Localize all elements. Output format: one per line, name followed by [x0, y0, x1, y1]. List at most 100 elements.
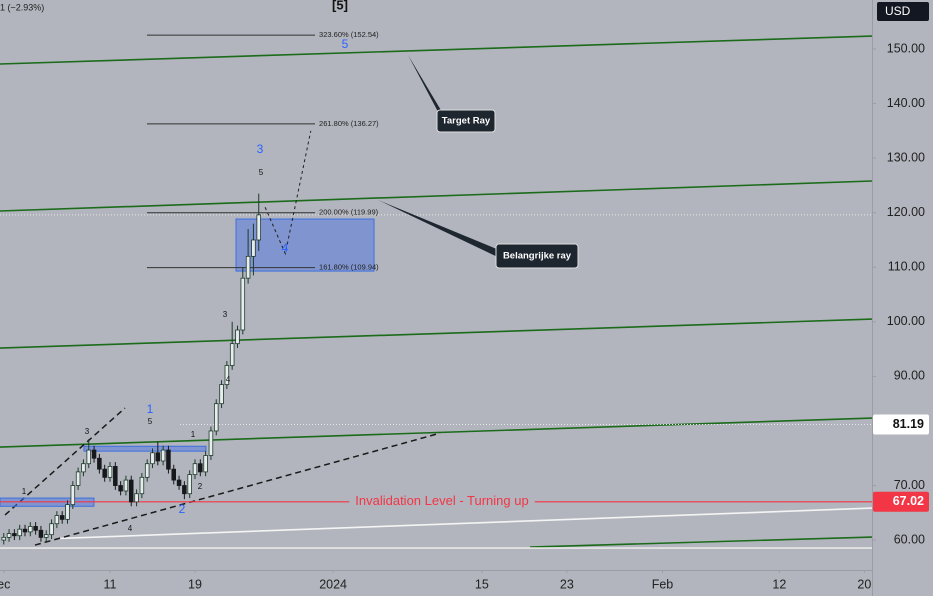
- candle-body: [102, 468, 107, 478]
- callout-box: [495, 243, 579, 269]
- candle-body: [160, 449, 166, 462]
- candle-body: [256, 214, 262, 241]
- candle-body: [171, 468, 177, 481]
- y-tick-label: 60.00: [894, 532, 925, 546]
- candle-body: [213, 403, 219, 432]
- candle-body: [245, 255, 251, 279]
- projection-path: [264, 130, 312, 256]
- zone-box: [83, 445, 207, 452]
- y-tick-label: 110.00: [888, 260, 925, 274]
- y-tick-label: 70.00: [894, 478, 925, 492]
- candle-body: [91, 449, 97, 459]
- trendline: [0, 35, 873, 65]
- candle-body: [134, 493, 139, 503]
- callout-box: [436, 109, 496, 133]
- candle-body: [12, 533, 17, 537]
- x-tick-label: 19: [188, 577, 202, 591]
- candle-body: [1, 536, 7, 541]
- y-tick-label: 120.00: [887, 205, 925, 219]
- currency-box: [877, 2, 929, 21]
- x-tick-label: 20: [857, 577, 871, 591]
- wave-label: 2: [198, 482, 203, 491]
- trendline: [529, 536, 873, 548]
- invalidation-text: Invalidation Level - Turning up: [355, 493, 528, 508]
- y-tick-label: 130.00: [887, 150, 925, 164]
- trendline: [34, 432, 441, 546]
- fib-label: 200.00% (119.99): [319, 208, 379, 217]
- candle-body: [150, 452, 155, 465]
- wave-label: 3: [85, 427, 90, 436]
- candle-body: [128, 479, 134, 503]
- candle-body: [219, 384, 224, 405]
- trendline: [0, 417, 873, 448]
- x-tick-label: 23: [560, 577, 574, 591]
- fib-label: 161.80% (109.94): [319, 263, 379, 272]
- candle-body: [240, 277, 246, 331]
- candle-body: [229, 343, 235, 366]
- candle-body: [144, 463, 150, 478]
- candle-body: [187, 474, 192, 495]
- x-tick-label: Feb: [652, 577, 674, 591]
- candle-body: [86, 449, 92, 465]
- price-tag-label: 67.02: [893, 494, 924, 508]
- candle-body: [235, 329, 240, 345]
- wave-label: 1: [147, 402, 154, 416]
- candle-body: [182, 485, 187, 495]
- x-tick-label: 11: [104, 577, 117, 591]
- wave-label: 5: [342, 37, 349, 51]
- trendline: [0, 318, 873, 349]
- candle-body: [59, 515, 65, 520]
- callout-text: Belangrijke ray: [503, 251, 572, 262]
- y-tick-label: 100.00: [887, 314, 925, 328]
- candle-body: [81, 463, 86, 473]
- candle-body: [22, 528, 28, 533]
- wave-label: 2: [179, 502, 186, 516]
- candle-body: [203, 455, 208, 473]
- wave-label: 1: [22, 487, 27, 496]
- header: 1 (−2.93%): [0, 2, 44, 12]
- candle-body: [107, 466, 113, 478]
- price-tag: [873, 491, 929, 512]
- wave-label: 4: [282, 241, 289, 255]
- candle-body: [123, 479, 129, 492]
- candle-body: [251, 239, 256, 257]
- trendline: [4, 407, 126, 516]
- wave-label: 5: [259, 168, 264, 177]
- candle-body: [6, 533, 12, 538]
- y-tick-label: 90.00: [894, 369, 925, 383]
- candle-body: [70, 485, 76, 506]
- candle-body: [208, 430, 214, 456]
- price-tag-label: 81.19: [893, 417, 924, 431]
- invalidation-text-bg: [349, 493, 535, 509]
- trendline: [0, 180, 873, 212]
- candle-body: [224, 365, 230, 385]
- x-tick-label: 2024: [319, 577, 347, 591]
- wave-label: 4: [128, 524, 133, 533]
- candle-body: [43, 534, 49, 538]
- y-tick-label: 150.00: [887, 41, 925, 55]
- wave-label: 4: [226, 375, 231, 384]
- candle-body: [38, 529, 44, 538]
- wave-label: 1: [191, 430, 196, 439]
- wave-label: 3: [257, 142, 264, 156]
- y-tick-label: 140.00: [887, 96, 925, 110]
- candle-body: [166, 449, 171, 470]
- wave-title: [5]: [332, 0, 348, 12]
- fib-label: 323.60% (152.54): [319, 30, 379, 39]
- candle-body: [139, 476, 145, 495]
- candle-body: [155, 452, 161, 462]
- fib-label: 261.80% (136.27): [319, 119, 379, 128]
- callout-pointer: [408, 55, 445, 125]
- candle-body: [54, 515, 60, 525]
- candle-body: [118, 485, 123, 492]
- x-tick-label: ec: [0, 577, 10, 591]
- candle-body: [97, 457, 102, 470]
- candle-body: [65, 504, 70, 520]
- currency: USD: [885, 4, 911, 18]
- callout-pointer: [378, 200, 504, 260]
- wave-label: 5: [148, 417, 153, 426]
- wave-label: 3: [223, 310, 228, 319]
- candle-body: [192, 463, 198, 476]
